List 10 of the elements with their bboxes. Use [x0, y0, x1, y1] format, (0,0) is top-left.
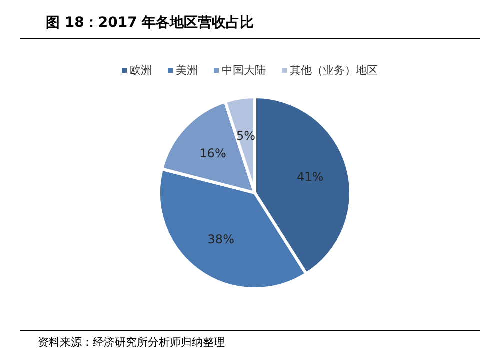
data-label: 38%: [208, 232, 234, 247]
chart-title: 图 18：2017 年各地区营收占比: [20, 8, 480, 39]
legend-label: 其他（业务）地区: [289, 63, 378, 78]
legend-label: 美洲: [175, 63, 198, 78]
data-label: 41%: [296, 170, 324, 184]
data-label: 16%: [200, 146, 226, 161]
data-label: 5%: [236, 129, 256, 144]
legend-label: 欧洲: [129, 63, 152, 78]
legend-label: 中国大陆: [221, 63, 266, 78]
text: 资料来源：经济研究所分析师归纳整理: [38, 335, 226, 350]
